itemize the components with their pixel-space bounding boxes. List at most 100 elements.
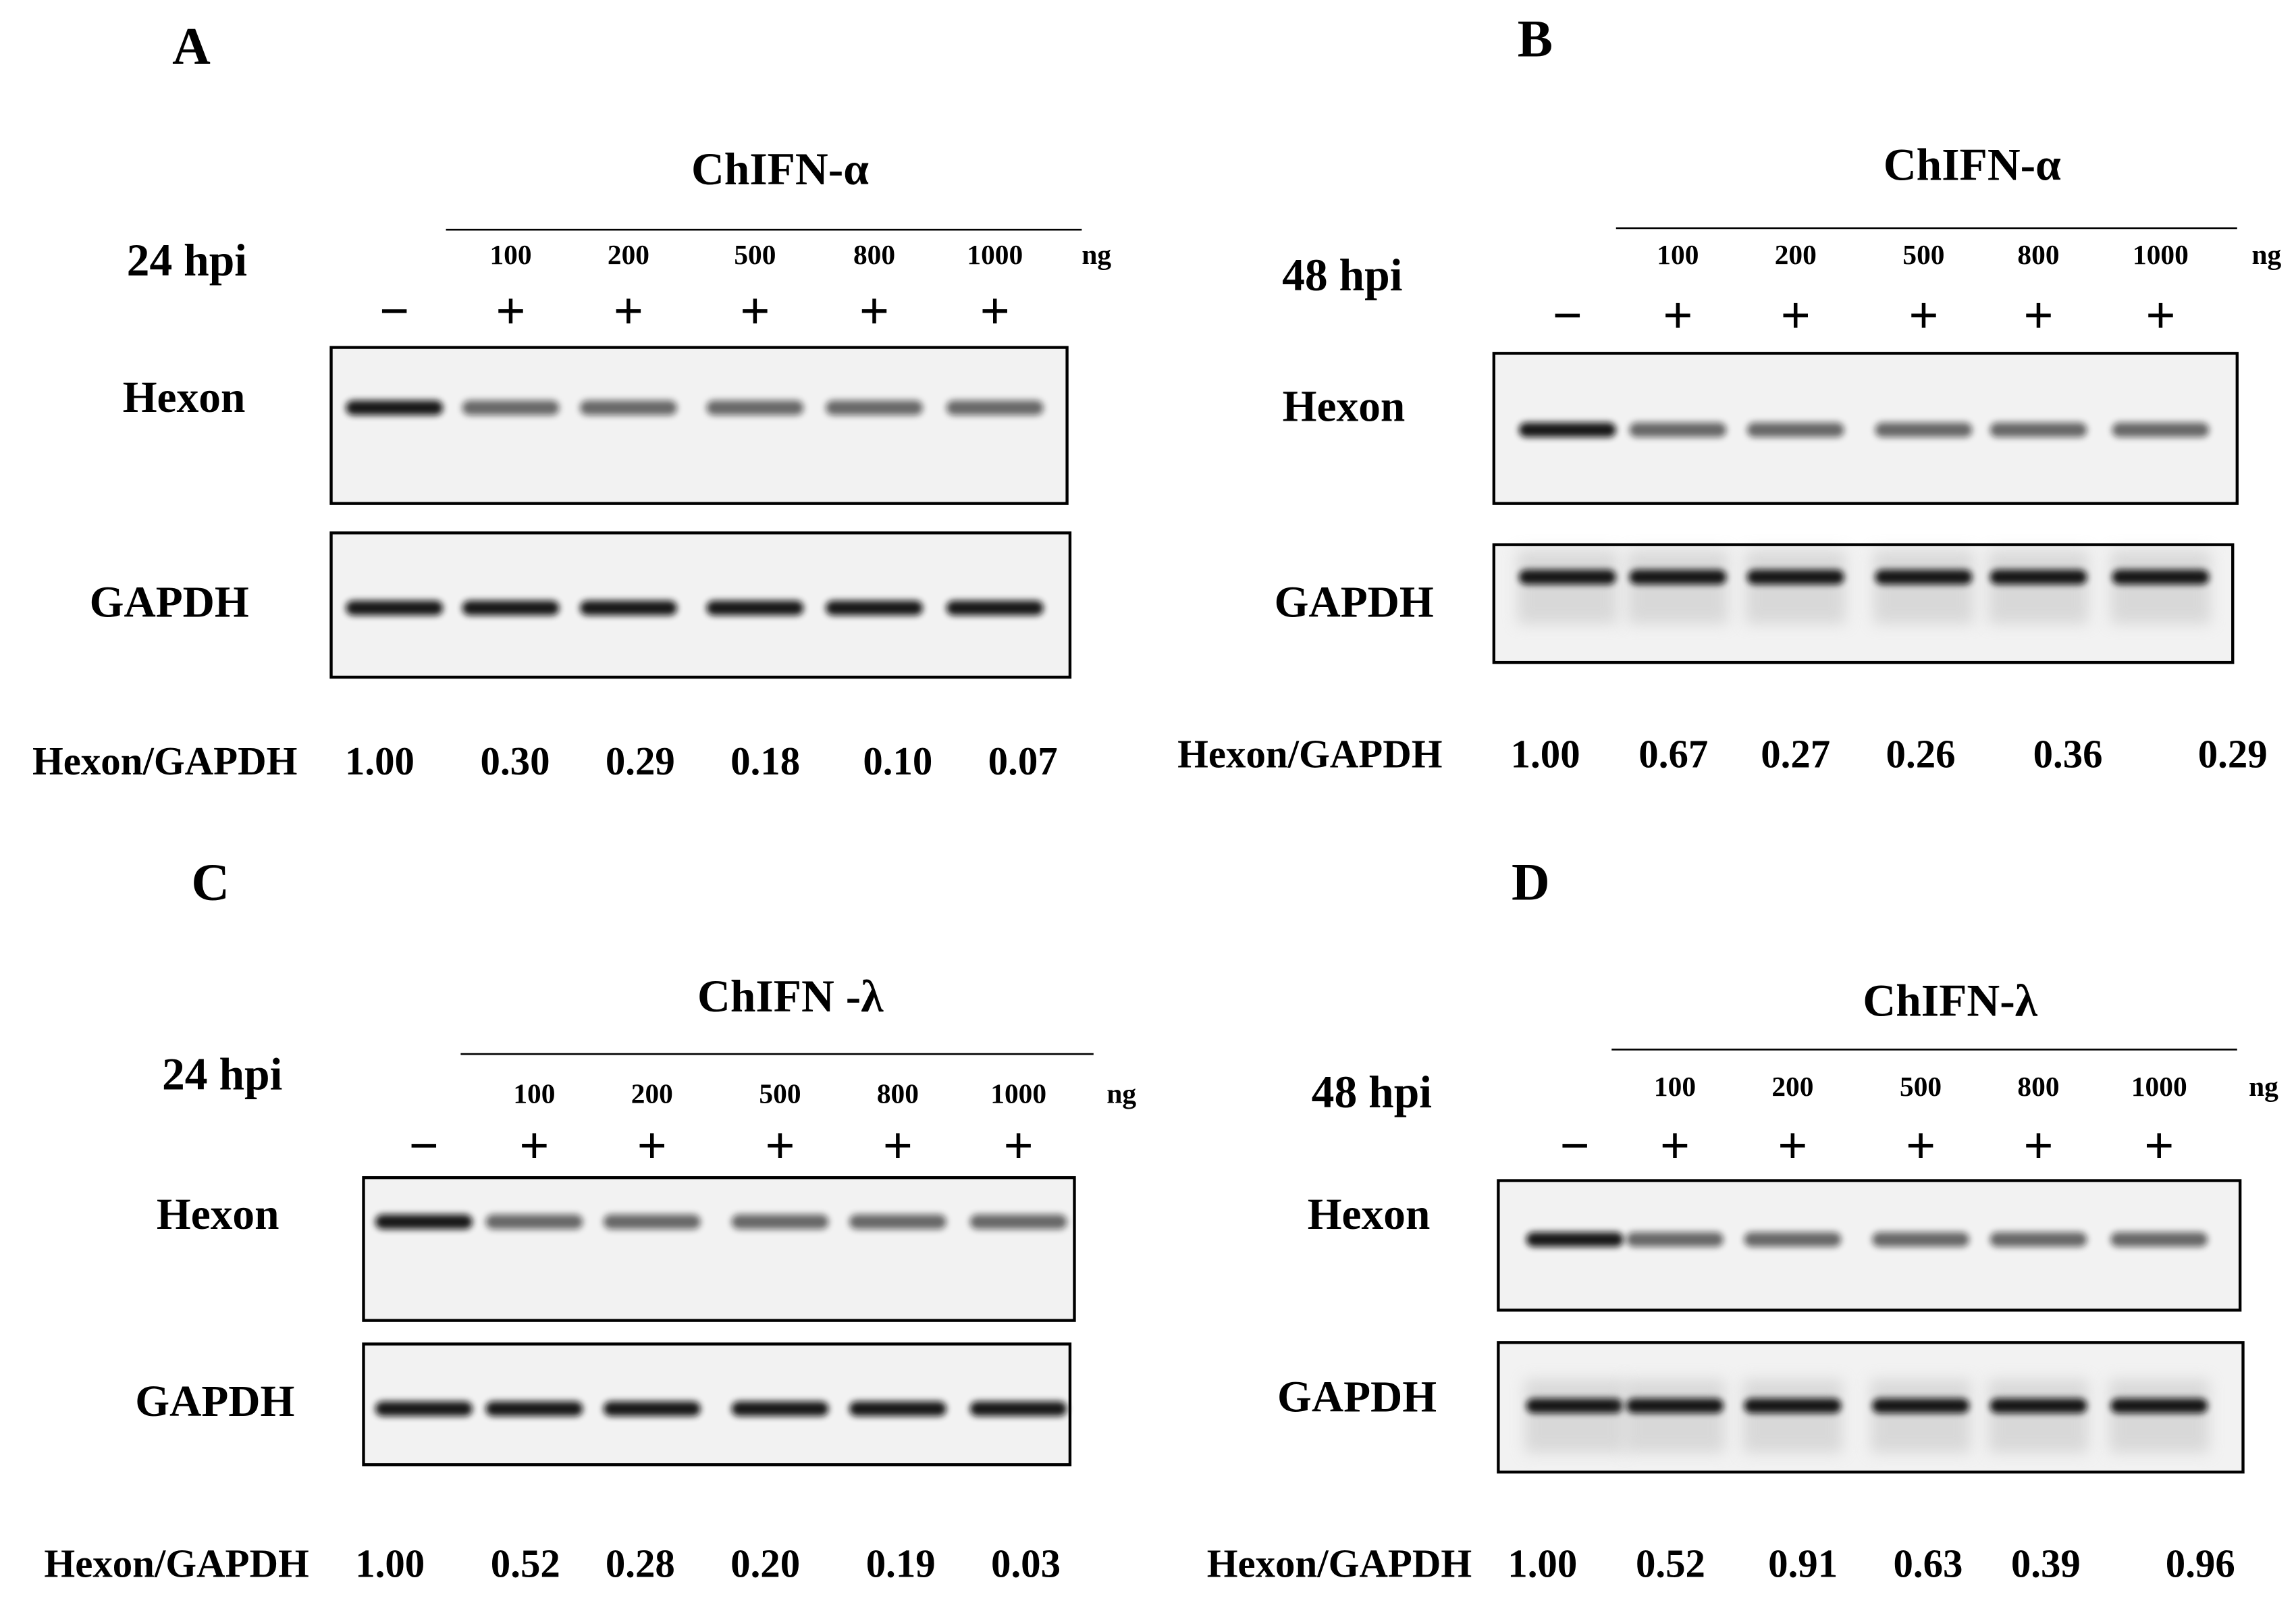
smear: [1745, 550, 1846, 625]
dose-label: 500: [759, 1078, 801, 1109]
ratio-label: Hexon/GAPDH: [1207, 1541, 1472, 1585]
smear: [1628, 550, 1728, 625]
ratio-value: 0.52: [1636, 1541, 1705, 1585]
ratio-label: Hexon/GAPDH: [32, 739, 297, 783]
band: [849, 1214, 946, 1230]
ratio-value: 0.67: [1638, 732, 1708, 776]
dose-label: 200: [1775, 239, 1817, 270]
blot-background: [331, 533, 1070, 677]
ratio-value: 0.29: [2198, 732, 2268, 776]
band: [1526, 1232, 1624, 1247]
dose-label: 1000: [990, 1078, 1046, 1109]
panel-letter: B: [1518, 9, 1553, 68]
band: [1744, 1232, 1842, 1247]
ratio-value: 0.03: [991, 1541, 1061, 1585]
band: [1875, 422, 1973, 438]
blot-background: [331, 347, 1067, 504]
row-label: Hexon: [157, 1190, 279, 1239]
treatment-label: ChIFN-λ: [1863, 976, 2037, 1026]
band: [2112, 422, 2210, 438]
panel-letter: D: [1512, 853, 1550, 912]
band: [731, 1214, 829, 1230]
band: [731, 1401, 829, 1417]
band: [2110, 1398, 2208, 1413]
band: [1990, 1398, 2087, 1413]
ratio-value: 0.18: [730, 739, 800, 783]
dose-label: 500: [1902, 239, 1944, 270]
band: [826, 600, 923, 616]
treatment-sign: +: [1003, 1116, 1034, 1175]
band: [1746, 422, 1844, 438]
ratio-value: 0.20: [730, 1541, 800, 1585]
ratio-value: 0.39: [2011, 1541, 2081, 1585]
treatment-sign: +: [2144, 1116, 2174, 1175]
band: [346, 600, 444, 616]
unit-label: ng: [2252, 239, 2282, 270]
band: [1990, 422, 2087, 438]
band: [375, 1214, 473, 1230]
dose-label: 100: [489, 239, 531, 270]
blot-frame: [329, 346, 1069, 505]
ratio-value: 1.00: [1511, 732, 1580, 776]
treatment-sign: +: [1663, 286, 1693, 344]
band: [603, 1401, 701, 1417]
time-label: 24 hpi: [162, 1049, 282, 1100]
band: [1746, 569, 1844, 585]
treatment-sign: +: [2023, 1116, 2054, 1175]
dose-label: 100: [1654, 1071, 1696, 1102]
band: [485, 1214, 583, 1230]
dose-label: 800: [2017, 239, 2059, 270]
treatment-sign: +: [1906, 1116, 1936, 1175]
unit-label: ng: [2249, 1071, 2278, 1102]
treatment-sign: −: [1559, 1116, 1590, 1175]
blot-frame: [362, 1342, 1072, 1467]
row-label: GAPDH: [1275, 578, 1434, 627]
band: [1990, 569, 2087, 585]
panel-letter: C: [191, 853, 230, 912]
treatment-sign: +: [496, 282, 526, 340]
smear: [1870, 1379, 1971, 1453]
blot-frame: [1497, 1179, 2242, 1312]
row-label: Hexon: [1283, 382, 1406, 431]
band: [485, 1401, 583, 1417]
band: [1626, 1232, 1724, 1247]
treatment-label: ChIFN-α: [1884, 139, 2061, 190]
treatment-sign: +: [1780, 286, 1811, 344]
smear: [1873, 550, 1974, 625]
smear: [1988, 550, 2089, 625]
band: [375, 1401, 473, 1417]
ratio-value: 0.96: [2166, 1541, 2235, 1585]
treatment-sign: +: [883, 1116, 913, 1175]
row-label: GAPDH: [135, 1377, 294, 1426]
treatment-sign: +: [1660, 1116, 1690, 1175]
unit-label: ng: [1082, 239, 1111, 270]
band: [969, 1214, 1067, 1230]
smear: [1742, 1379, 1843, 1453]
band: [462, 600, 560, 616]
time-label: 48 hpi: [1312, 1067, 1432, 1117]
unit-label: ng: [1106, 1078, 1136, 1109]
ratio-value: 0.91: [1768, 1541, 1838, 1585]
smear: [2109, 1379, 2210, 1453]
smear: [1988, 1379, 2089, 1453]
ratio-value: 1.00: [355, 1541, 425, 1585]
blot-background: [363, 1344, 1070, 1465]
band: [1526, 1398, 1624, 1413]
ratio-label: Hexon/GAPDH: [1177, 732, 1442, 776]
smear: [2110, 550, 2211, 625]
treatment-sign: +: [859, 282, 890, 340]
treatment-sign: +: [2023, 286, 2054, 344]
band: [969, 1401, 1067, 1417]
row-label: GAPDH: [90, 578, 249, 627]
dose-label: 1000: [967, 239, 1023, 270]
treatment-sign: +: [519, 1116, 550, 1175]
treatment-sign: +: [980, 282, 1010, 340]
treatment-sign: −: [409, 1116, 439, 1175]
band: [603, 1214, 701, 1230]
band: [1518, 422, 1616, 438]
row-label: Hexon: [123, 373, 246, 422]
treatment-sign: +: [637, 1116, 667, 1175]
band: [826, 400, 923, 415]
band: [2112, 569, 2210, 585]
